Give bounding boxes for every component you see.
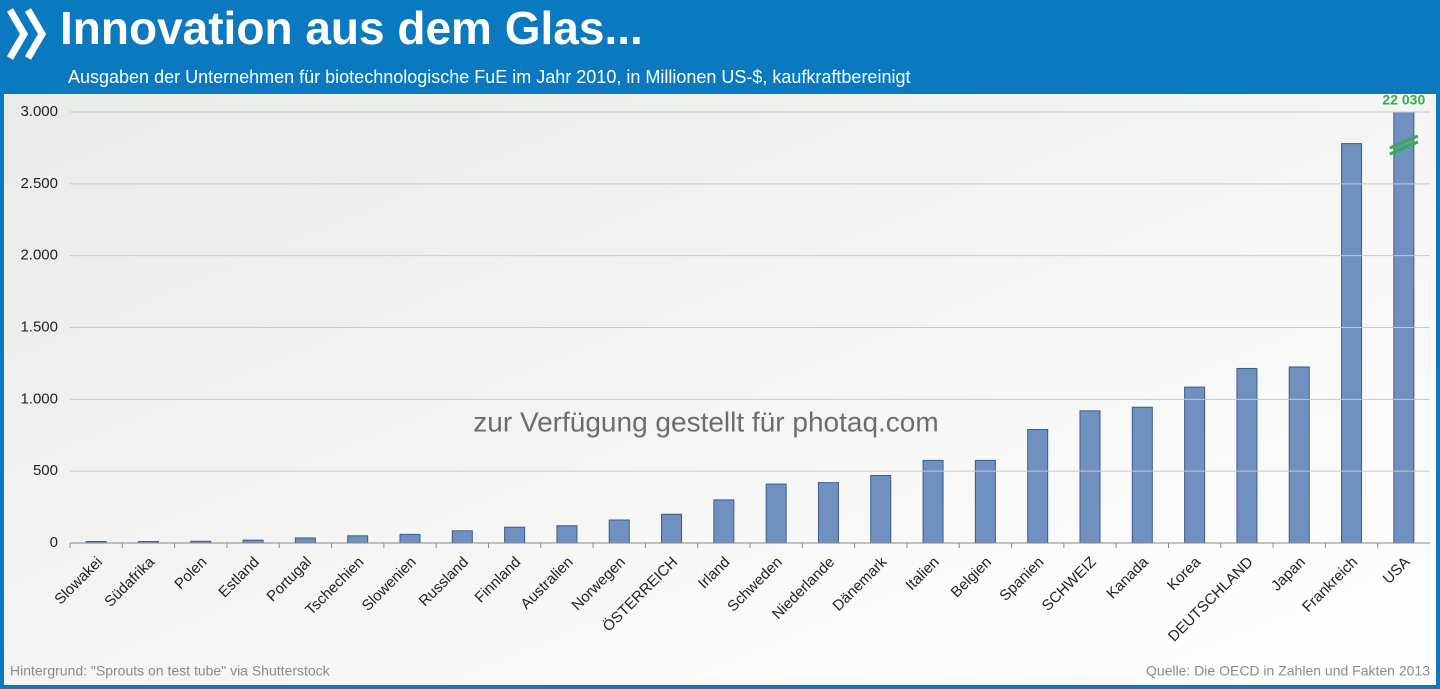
- bar: [608, 519, 630, 544]
- bar: [765, 483, 787, 544]
- bar: [294, 537, 316, 544]
- y-tick-label: 3.000: [20, 103, 58, 120]
- value-label: 22 030: [1382, 92, 1425, 108]
- bar: [974, 459, 996, 544]
- bar: [1184, 386, 1206, 544]
- bar: [556, 525, 578, 544]
- bar: [870, 474, 892, 544]
- bar: [1236, 367, 1258, 544]
- plot: [85, 112, 1415, 544]
- bar: [347, 535, 369, 544]
- bar: [1341, 143, 1363, 544]
- logo-chevrons: [6, 8, 47, 60]
- bar: [1131, 406, 1153, 544]
- bar: [661, 513, 683, 544]
- y-tick-label: 500: [33, 462, 58, 479]
- axis-break: [1389, 134, 1419, 156]
- y-tick-label: 0: [50, 534, 58, 551]
- bar: [817, 482, 839, 544]
- bar: [1079, 410, 1101, 544]
- y-tick-label: 2.500: [20, 175, 58, 192]
- y-tick-label: 1.500: [20, 318, 58, 335]
- bar: [399, 533, 421, 544]
- bar: [713, 499, 735, 544]
- chart-subtitle: Ausgaben der Unternehmen für biotechnolo…: [68, 67, 910, 87]
- chart-title: Innovation aus dem Glas...: [60, 2, 643, 54]
- watermark: zur Verfügung gestellt für photaq.com: [473, 406, 938, 437]
- bar: [1288, 366, 1310, 544]
- bar: [1027, 429, 1049, 544]
- y-tick-label: 1.000: [20, 390, 58, 407]
- bar: [922, 459, 944, 544]
- bar: [504, 526, 526, 544]
- y-tick-label: 2.000: [20, 247, 58, 264]
- bar: [451, 530, 473, 544]
- source: Quelle: Die OECD in Zahlen und Fakten 20…: [1146, 663, 1430, 679]
- background-credit: Hintergrund: "Sprouts on test tube" via …: [10, 663, 331, 679]
